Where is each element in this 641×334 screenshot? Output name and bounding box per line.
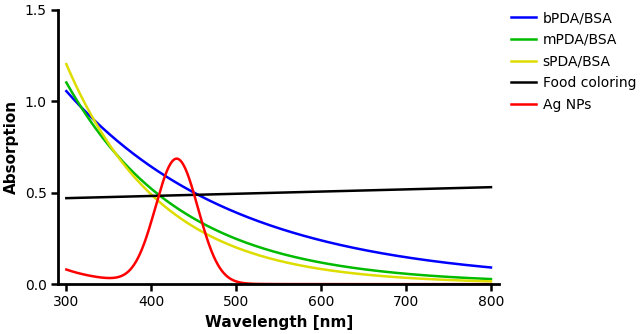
Legend: bPDA/BSA, mPDA/BSA, sPDA/BSA, Food coloring, Ag NPs: bPDA/BSA, mPDA/BSA, sPDA/BSA, Food color…	[511, 11, 637, 112]
Food coloring	[397, 187, 404, 191]
sPDA/BSA	[62, 62, 70, 66]
bPDA/BSA	[62, 89, 70, 93]
bPDA/BSA	[474, 264, 482, 268]
Food coloring	[269, 191, 277, 195]
Ag NPs	[475, 282, 483, 286]
bPDA/BSA	[475, 264, 483, 268]
bPDA/BSA	[269, 224, 277, 228]
Line: bPDA/BSA: bPDA/BSA	[66, 91, 491, 268]
mPDA/BSA	[84, 116, 92, 120]
bPDA/BSA	[258, 220, 265, 224]
Food coloring	[474, 185, 482, 189]
mPDA/BSA	[269, 249, 277, 253]
sPDA/BSA	[487, 279, 495, 283]
Y-axis label: Absorption: Absorption	[4, 100, 19, 194]
Line: Ag NPs: Ag NPs	[66, 159, 491, 284]
Ag NPs	[258, 282, 265, 286]
Line: mPDA/BSA: mPDA/BSA	[66, 82, 491, 279]
bPDA/BSA	[84, 112, 92, 116]
Food coloring	[258, 191, 265, 195]
Ag NPs	[475, 282, 483, 286]
mPDA/BSA	[474, 277, 482, 281]
Ag NPs	[487, 282, 495, 286]
Ag NPs	[269, 282, 277, 286]
X-axis label: Wavelength [nm]: Wavelength [nm]	[204, 315, 353, 330]
sPDA/BSA	[258, 254, 265, 258]
bPDA/BSA	[397, 255, 404, 259]
bPDA/BSA	[487, 266, 495, 270]
Food coloring	[487, 185, 495, 189]
mPDA/BSA	[475, 277, 483, 281]
mPDA/BSA	[258, 246, 265, 250]
sPDA/BSA	[84, 107, 92, 111]
sPDA/BSA	[269, 257, 277, 261]
mPDA/BSA	[62, 80, 70, 85]
sPDA/BSA	[397, 276, 404, 280]
mPDA/BSA	[487, 277, 495, 281]
Ag NPs	[62, 268, 70, 272]
Food coloring	[62, 196, 70, 200]
Line: Food coloring: Food coloring	[66, 187, 491, 198]
Ag NPs	[172, 157, 180, 161]
Food coloring	[475, 185, 483, 189]
sPDA/BSA	[474, 279, 482, 283]
sPDA/BSA	[475, 279, 483, 283]
Ag NPs	[397, 282, 404, 286]
mPDA/BSA	[397, 271, 404, 275]
Line: sPDA/BSA: sPDA/BSA	[66, 64, 491, 281]
Food coloring	[84, 196, 92, 200]
Ag NPs	[84, 273, 92, 277]
